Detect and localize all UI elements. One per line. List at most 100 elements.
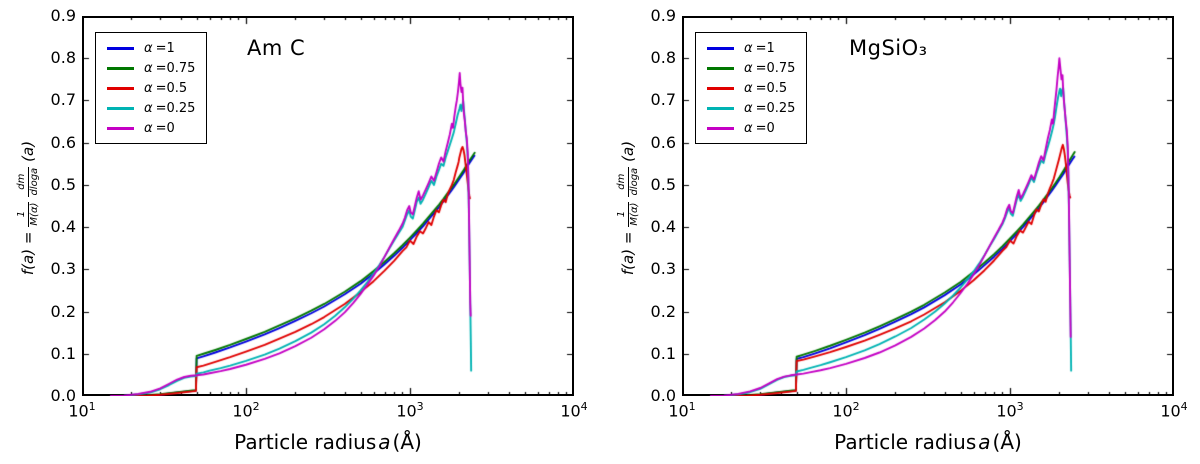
panel-mgsio3: f(a) = 1 M(α) dm dloga (a) 0.0 0.1 0.2 0.3 0… [600, 0, 1200, 464]
x-tick-base: 10 [232, 401, 253, 421]
alpha-symbol: α [144, 120, 153, 136]
legend-label: α =0 [144, 121, 175, 136]
legend-item: α =1 [107, 40, 195, 56]
legend-item: α =0.5 [107, 80, 195, 96]
x-tick-exponent: 1 [688, 400, 696, 413]
y-tick-label: 0.2 [50, 301, 76, 321]
alpha-symbol: α [144, 80, 153, 96]
alpha-value: =0 [155, 120, 175, 136]
legend-line-swatch [707, 46, 734, 50]
x-tick-base: 10 [396, 401, 417, 421]
x-tick-exponent: 3 [416, 400, 424, 413]
x-tick-base: 10 [996, 401, 1017, 421]
legend-item: α =0.75 [707, 60, 795, 76]
alpha-symbol: α [744, 60, 753, 76]
x-tick-label: 101 [650, 400, 714, 420]
y-tick-label: 0.9 [50, 6, 76, 25]
y-tick-label: 0.0 [50, 386, 76, 405]
legend-label: α =0.5 [144, 81, 187, 96]
legend-line-swatch [707, 86, 734, 90]
legend-line-swatch [107, 106, 134, 110]
x-tick-exponent: 2 [852, 400, 860, 413]
legend-label: α =1 [744, 41, 775, 56]
legend-label: α =0.25 [744, 101, 795, 116]
legend-label: α =0 [744, 121, 775, 136]
alpha-symbol: α [144, 100, 153, 116]
x-axis-label-text: Particle radius [834, 430, 977, 454]
legend-item: α =0 [107, 120, 195, 136]
legend-label: α =0.25 [144, 101, 195, 116]
x-tick-base: 10 [1160, 401, 1181, 421]
x-tick-exponent: 4 [1180, 400, 1188, 413]
legend: α =1 α =0.75 α =0.5 α =0.25 α =0 [695, 32, 808, 144]
x-tick-label: 101 [50, 400, 114, 420]
fraction-numerator: dm [16, 173, 27, 190]
alpha-value: =1 [755, 40, 775, 56]
x-tick-label: 104 [1142, 400, 1200, 420]
legend-item: α =0.25 [707, 100, 795, 116]
x-axis-label-text: Particle radius [234, 430, 377, 454]
x-tick-base: 10 [668, 401, 689, 421]
x-axis-label-unit: (Å) [392, 430, 422, 454]
legend-line-swatch [707, 126, 734, 130]
panel-title: Am C [247, 36, 306, 60]
fraction-numerator: 1 [16, 210, 27, 218]
y-tick-label: 0.3 [50, 259, 76, 279]
legend: α =1 α =0.75 α =0.5 α =0.25 α =0 [95, 32, 208, 144]
legend-item: α =0 [707, 120, 795, 136]
legend-item: α =0.75 [107, 60, 195, 76]
alpha-symbol: α [144, 40, 153, 56]
x-tick-base: 10 [832, 401, 853, 421]
alpha-symbol: α [744, 100, 753, 116]
y-tick-label: 0.3 [650, 259, 676, 279]
legend-label: α =0.5 [744, 81, 787, 96]
legend-label: α =0.75 [144, 61, 195, 76]
x-tick-base: 10 [560, 401, 581, 421]
alpha-value: =0.5 [155, 80, 188, 96]
alpha-value: =1 [155, 40, 175, 56]
y-tick-label: 0.1 [650, 343, 676, 363]
legend-label: α =1 [144, 41, 175, 56]
x-axis-label-unit: (Å) [992, 430, 1022, 454]
x-axis-label-variable: a [978, 430, 991, 454]
alpha-value: =0 [755, 120, 775, 136]
legend-item: α =1 [707, 40, 795, 56]
legend-line-swatch [107, 126, 134, 130]
x-tick-label: 102 [214, 400, 278, 420]
alpha-value: =0.5 [755, 80, 788, 96]
legend-item: α =0.5 [707, 80, 795, 96]
alpha-symbol: α [744, 120, 753, 136]
alpha-symbol: α [744, 80, 753, 96]
panel-title: MgSiO₃ [849, 36, 928, 60]
alpha-value: =0.75 [755, 60, 796, 76]
alpha-value: =0.75 [155, 60, 196, 76]
legend-line-swatch [107, 66, 134, 70]
x-tick-base: 10 [68, 401, 89, 421]
x-tick-label: 102 [814, 400, 878, 420]
y-tick-label: 0.5 [650, 174, 676, 194]
x-tick-exponent: 2 [252, 400, 260, 413]
x-axis-label-variable: a [378, 430, 391, 454]
legend-label: α =0.75 [744, 61, 795, 76]
y-tick-label: 0.6 [650, 132, 676, 152]
x-tick-exponent: 4 [580, 400, 588, 413]
y-tick-label: 0.4 [650, 217, 676, 237]
x-axis-label: Particle radius a (Å) [682, 430, 1174, 454]
fraction-numerator: dm [616, 173, 627, 190]
legend-item: α =0.25 [107, 100, 195, 116]
y-tick-label: 0.7 [50, 90, 76, 110]
y-tick-label: 0.2 [650, 301, 676, 321]
legend-line-swatch [107, 86, 134, 90]
x-tick-exponent: 1 [88, 400, 96, 413]
x-axis-label: Particle radius a (Å) [82, 430, 574, 454]
fraction-numerator: 1 [616, 210, 627, 218]
alpha-value: =0.25 [155, 100, 196, 116]
y-tick-label: 0.9 [650, 6, 676, 25]
panel-am-c: f(a) = 1 M(α) dm dloga (a) 0.0 0.1 0.2 0.3 0… [16, 6, 588, 454]
legend-line-swatch [107, 46, 134, 50]
y-tick-label: 0.5 [50, 174, 76, 194]
y-tick-label: 0.7 [650, 90, 676, 110]
legend-line-swatch [707, 66, 734, 70]
x-tick-exponent: 3 [1016, 400, 1024, 413]
